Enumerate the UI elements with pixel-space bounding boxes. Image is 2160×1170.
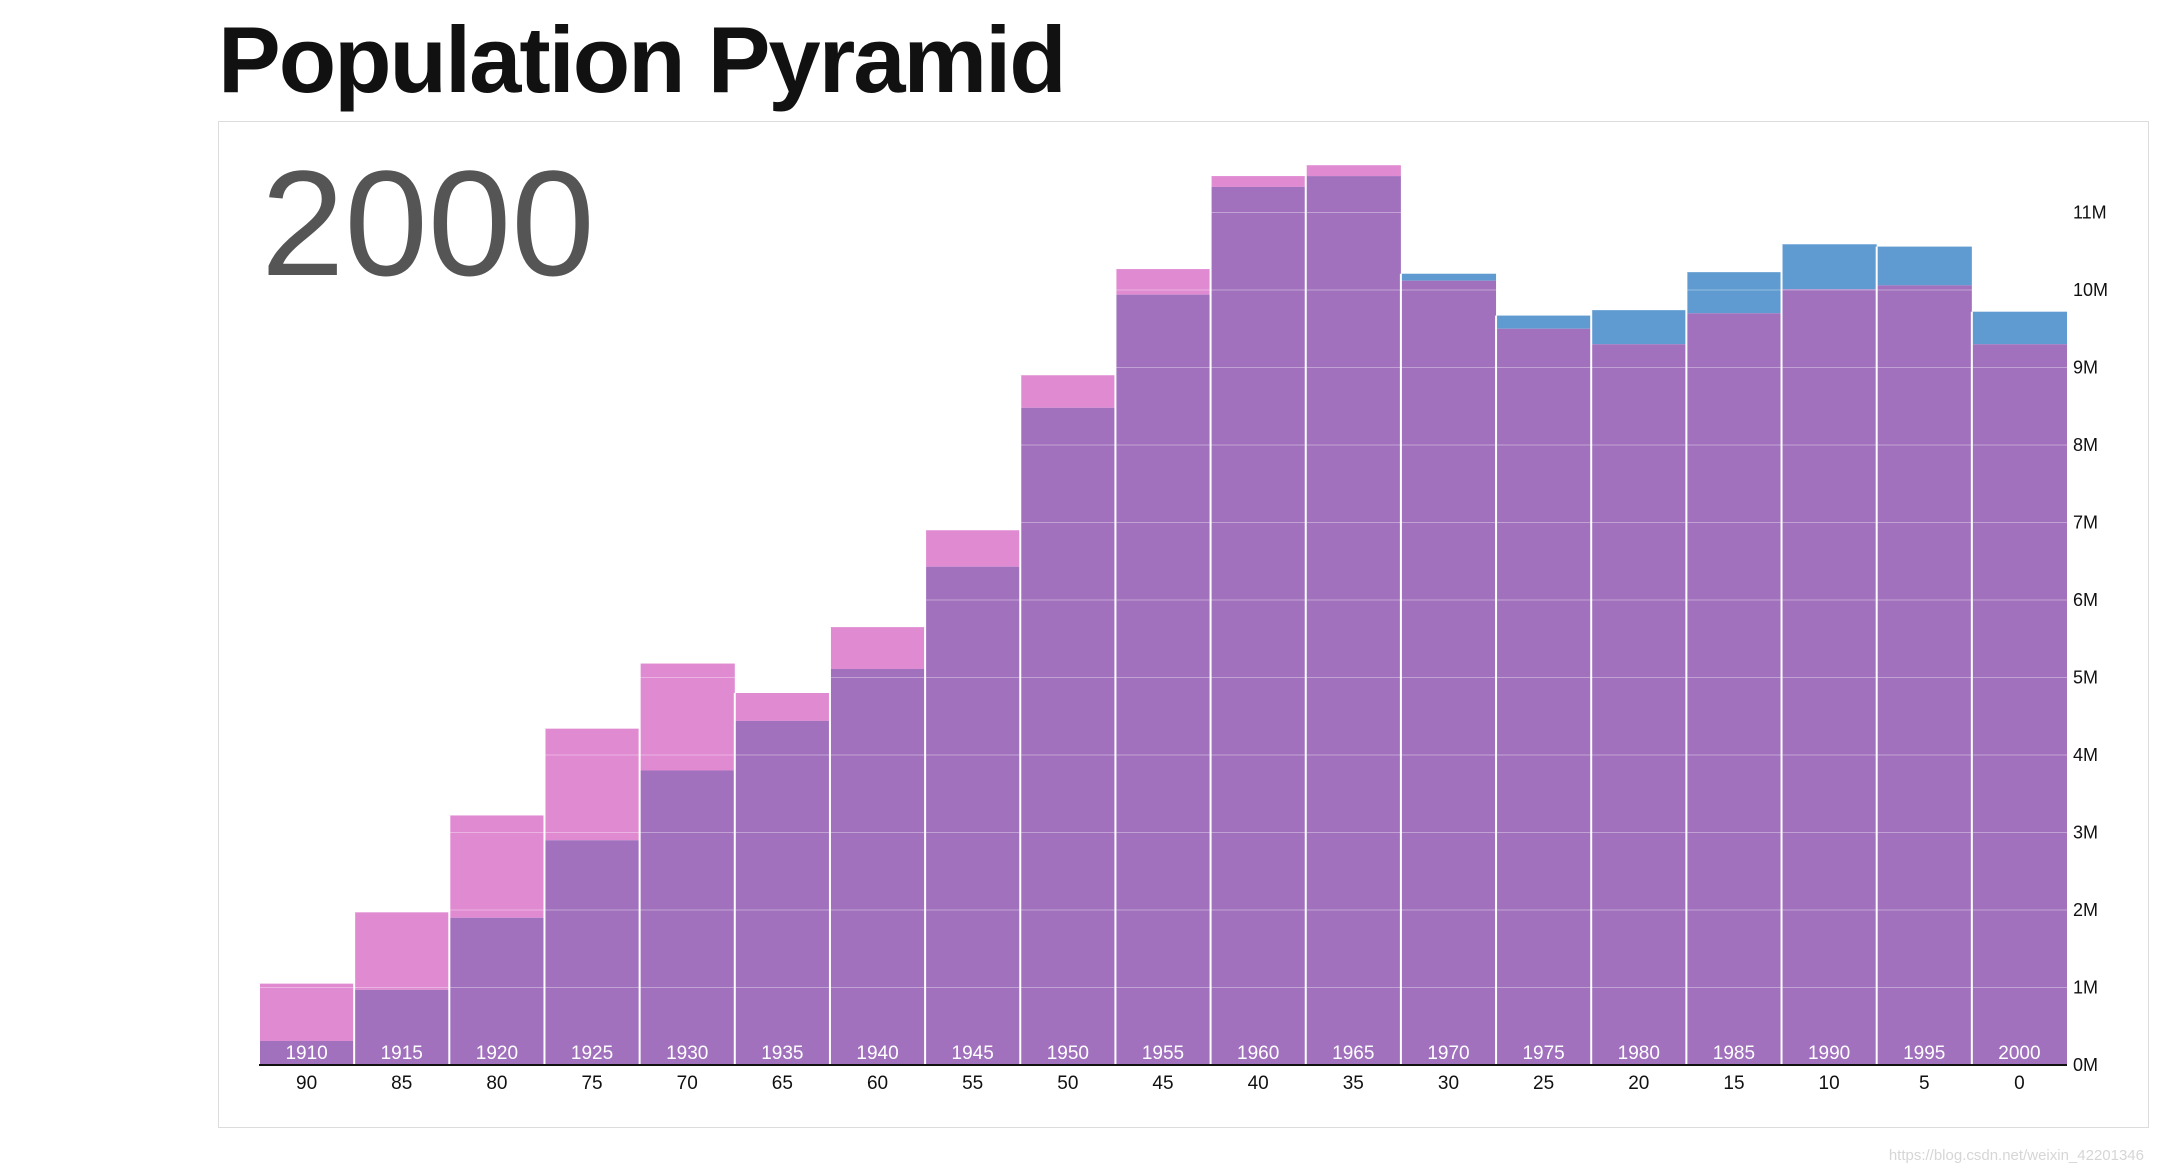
- bar-year-label: 1915: [381, 1043, 423, 1064]
- bar-overlap-1955: [1115, 294, 1211, 1065]
- y-tick-label: 8M: [2073, 435, 2098, 455]
- bar-top-1930: [639, 663, 735, 771]
- bar-top-1975: [1496, 315, 1592, 329]
- bar-overlap-1980: [1591, 344, 1687, 1065]
- bar-top-1980: [1591, 310, 1687, 345]
- bar-top-1955: [1115, 269, 1211, 295]
- bar-year-label: 1965: [1332, 1043, 1374, 1064]
- bar-year-label: 1925: [571, 1043, 613, 1064]
- bar-year-label: 1975: [1522, 1043, 1564, 1064]
- bar-overlap-1950: [1020, 407, 1116, 1065]
- y-axis-labels: 0M 1M 2M 3M 4M 5M 6M 7M 8M 9M 10M 11M: [2073, 203, 2108, 1076]
- age-label: 25: [1533, 1073, 1554, 1094]
- age-label: 35: [1343, 1073, 1364, 1094]
- bar-top-1985: [1686, 272, 1782, 314]
- bar-year-label: 1960: [1237, 1043, 1279, 1064]
- age-label: 70: [677, 1073, 698, 1094]
- bar-year-label: 1940: [856, 1043, 898, 1064]
- bar-top-1910: [259, 983, 355, 1041]
- age-label: 80: [486, 1073, 507, 1094]
- bar-overlap-1985: [1686, 313, 1782, 1065]
- y-tick-label: 3M: [2073, 823, 2098, 843]
- age-label: 45: [1152, 1073, 1173, 1094]
- bars: [258, 165, 2067, 1066]
- bar-overlap-2000: [1971, 344, 2067, 1065]
- bar-year-label: 1910: [285, 1043, 327, 1064]
- y-tick-label: 2M: [2073, 900, 2098, 920]
- bar-overlap-1990: [1781, 289, 1877, 1066]
- bar-overlap-1915: [354, 989, 450, 1065]
- bar-year-label: 1980: [1618, 1043, 1660, 1064]
- bar-overlap-1925: [544, 840, 640, 1065]
- y-tick-label: 0M: [2073, 1055, 2098, 1075]
- bar-top-1995: [1876, 246, 1972, 286]
- age-label: 55: [962, 1073, 983, 1094]
- age-label: 65: [772, 1073, 793, 1094]
- y-tick-label: 4M: [2073, 745, 2098, 765]
- chart-frame: 0M 1M 2M 3M 4M 5M 6M 7M 8M 9M 10M 11M 1910 90 1915 85 1…: [218, 121, 2149, 1128]
- bar-year-label: 1955: [1142, 1043, 1184, 1064]
- bar-year-label: 1920: [476, 1043, 518, 1064]
- age-label: 30: [1438, 1073, 1459, 1094]
- age-label: 15: [1723, 1073, 1744, 1094]
- bar-year-label: 2000: [1998, 1043, 2040, 1064]
- bar-top-1940: [829, 627, 926, 669]
- bar-overlap-1930: [639, 770, 735, 1065]
- age-label: 85: [391, 1073, 412, 1094]
- bar-overlap-1945: [925, 566, 1021, 1065]
- bar-year-label: 1950: [1047, 1043, 1089, 1064]
- bar-overlap-1960: [1210, 186, 1306, 1066]
- bar-overlap-1920: [449, 917, 545, 1065]
- bar-top-1950: [1020, 375, 1116, 408]
- watermark: https://blog.csdn.net/weixin_42201346: [1888, 1147, 2144, 1164]
- bar-overlap-1965: [1305, 176, 1401, 1065]
- age-label: 20: [1628, 1073, 1649, 1094]
- bar-year-label: 1985: [1713, 1043, 1755, 1064]
- page-title: Population Pyramid: [218, 7, 1067, 112]
- bar-overlap-1970: [1400, 280, 1497, 1065]
- bar-overlap-1940: [829, 668, 926, 1065]
- bar-year-label: 1995: [1903, 1043, 1945, 1064]
- y-tick-label: 7M: [2073, 513, 2098, 533]
- age-label: 5: [1919, 1073, 1930, 1094]
- x-axis-labels: 1910 90 1915 85 1920 80 1925 75 1930 70 1935 65 1940…: [285, 1043, 2040, 1094]
- bar-top-1945: [925, 530, 1021, 567]
- bar-top-1960: [1210, 176, 1306, 187]
- age-label: 0: [2014, 1073, 2025, 1094]
- bar-top-1920: [449, 815, 545, 918]
- age-label: 10: [1819, 1073, 1840, 1094]
- age-label: 60: [867, 1073, 888, 1094]
- bar-top-1915: [354, 912, 450, 990]
- age-label: 90: [296, 1073, 317, 1094]
- bar-year-label: 1930: [666, 1043, 708, 1064]
- bar-overlap-1975: [1496, 328, 1592, 1065]
- y-tick-label: 5M: [2073, 668, 2098, 688]
- y-tick-label: 1M: [2073, 978, 2098, 998]
- y-tick-label: 9M: [2073, 358, 2098, 378]
- bar-year-label: 1935: [761, 1043, 803, 1064]
- bar-overlap-1995: [1876, 285, 1972, 1066]
- y-tick-label: 6M: [2073, 590, 2098, 610]
- bar-top-1970: [1400, 273, 1497, 281]
- year-label: 2000: [261, 139, 595, 307]
- bar-overlap-1935: [734, 720, 830, 1065]
- bar-top-1935: [734, 693, 830, 721]
- bar-top-1925: [544, 728, 640, 841]
- bar-top-1965: [1305, 165, 1401, 177]
- y-tick-label: 10M: [2073, 280, 2108, 300]
- bar-year-label: 1990: [1808, 1043, 1850, 1064]
- age-label: 75: [581, 1073, 602, 1094]
- y-tick-label: 11M: [2073, 203, 2107, 223]
- bar-year-label: 1945: [952, 1043, 994, 1064]
- bar-overlap-1910: [259, 1040, 355, 1065]
- age-label: 50: [1057, 1073, 1078, 1094]
- bar-year-label: 1970: [1427, 1043, 1469, 1064]
- bar-top-1990: [1781, 244, 1877, 290]
- age-label: 40: [1248, 1073, 1269, 1094]
- bar-top-2000: [1971, 311, 2067, 345]
